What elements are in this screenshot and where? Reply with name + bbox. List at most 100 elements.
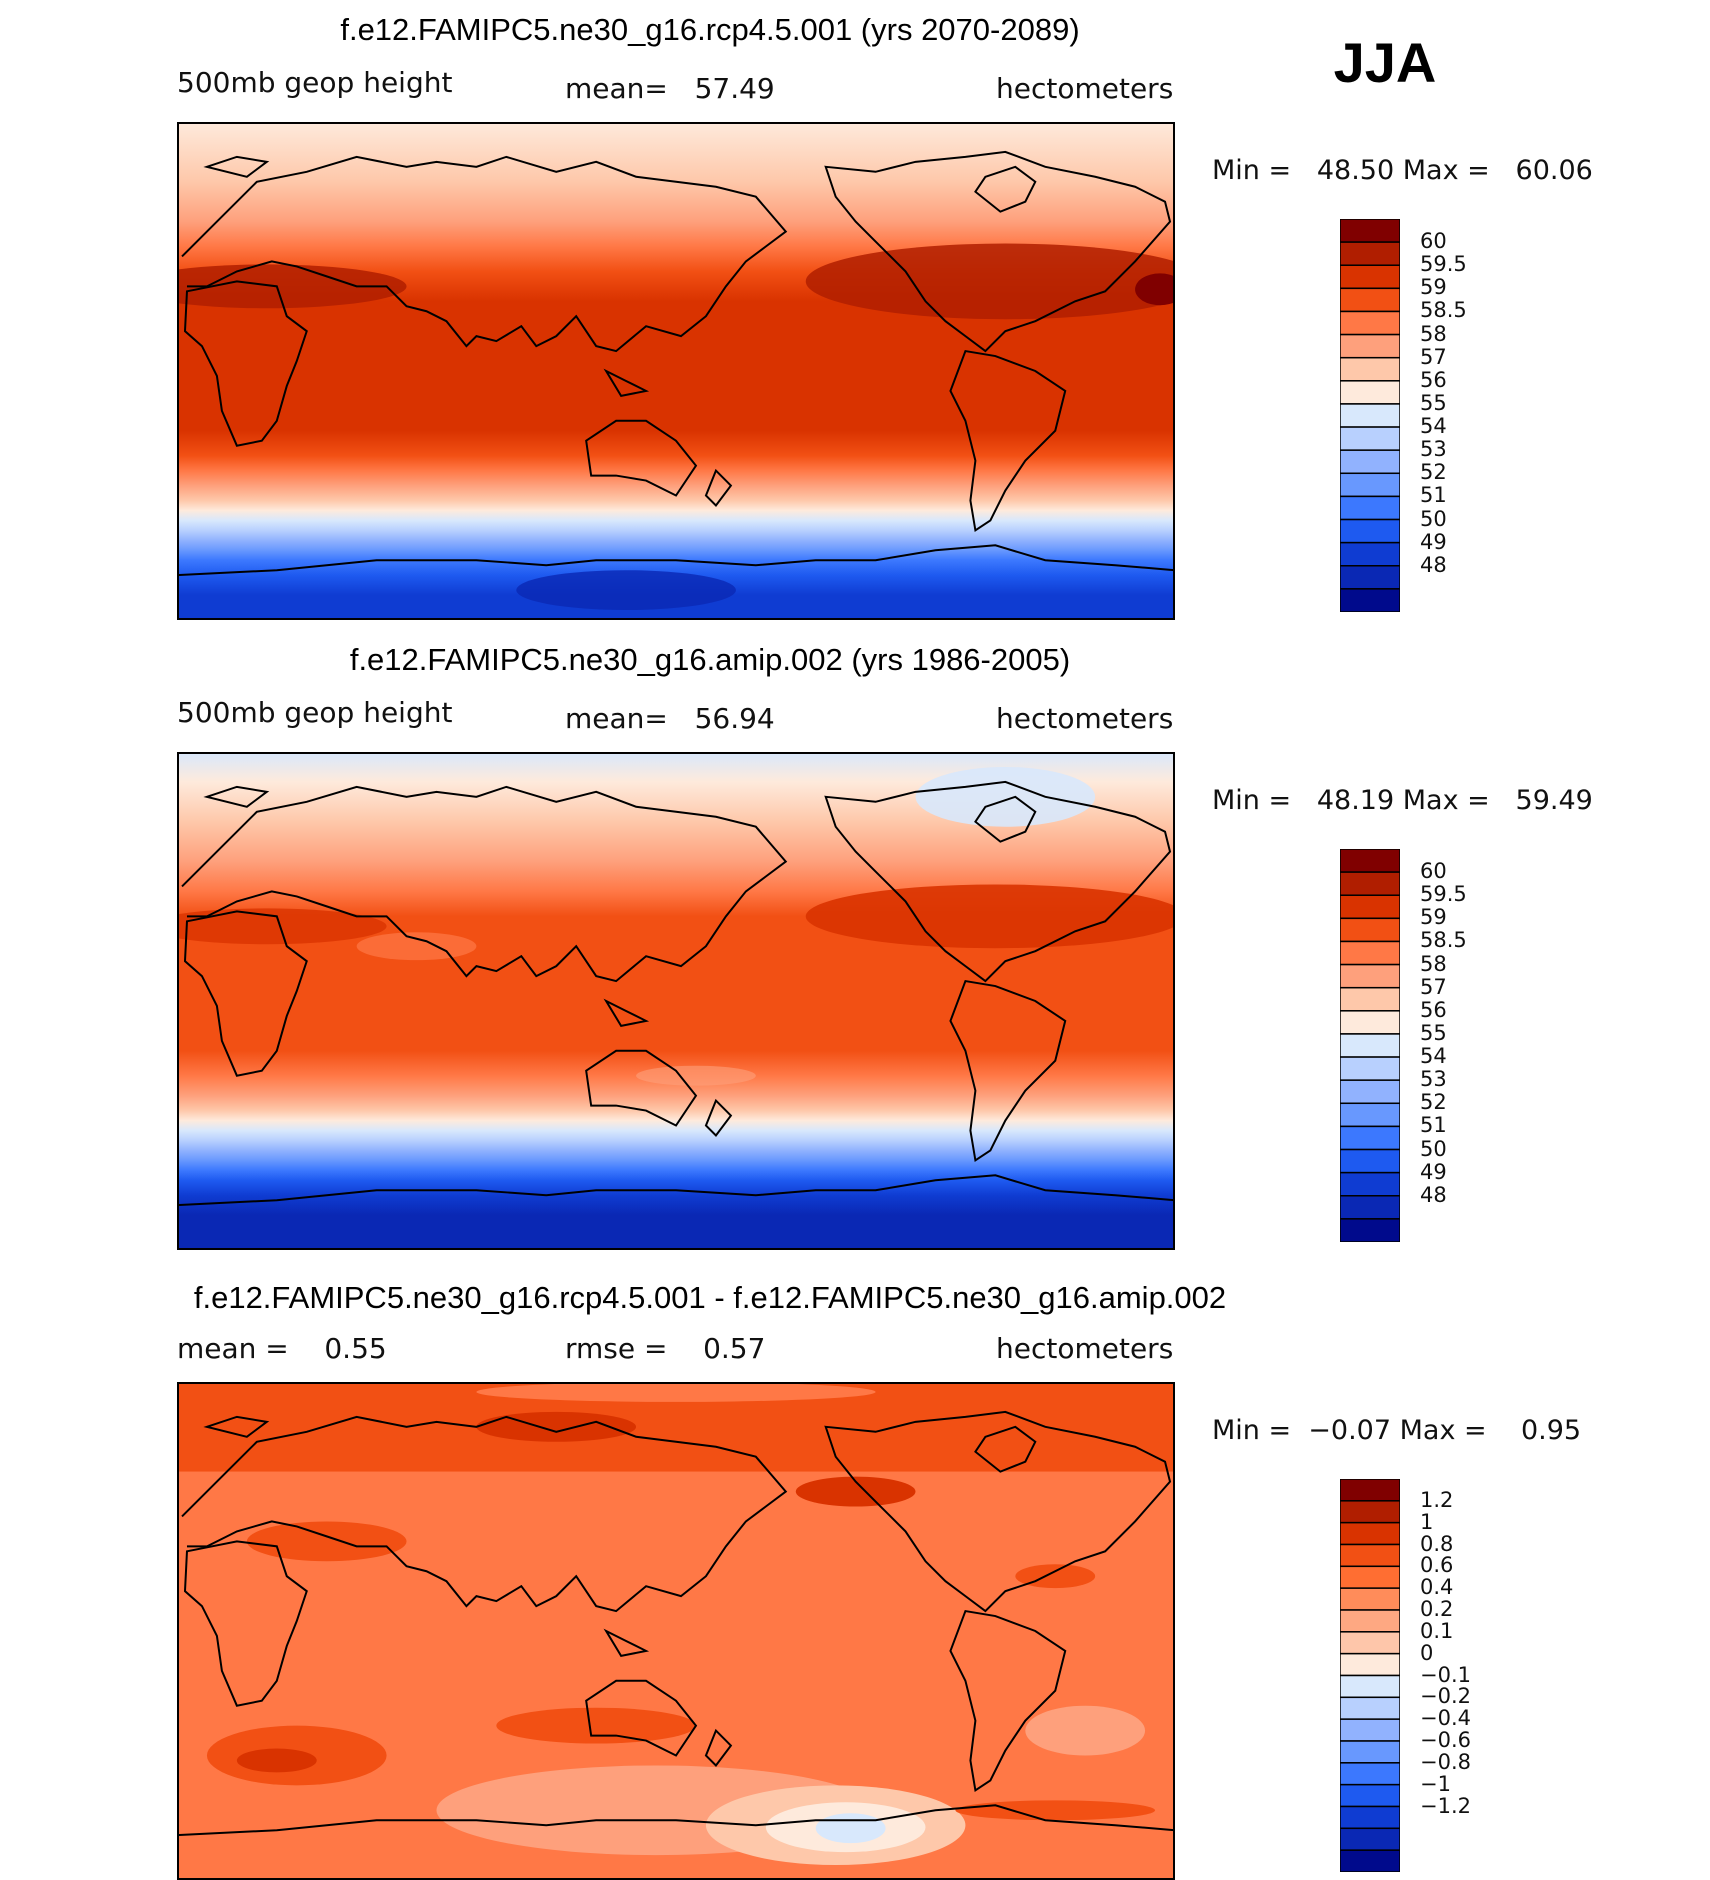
colorbar-tick-label: 59 (1420, 905, 1447, 930)
panel-1-colorbar (1339, 218, 1401, 613)
panel-1-map (177, 122, 1175, 620)
colorbar-box (1339, 310, 1401, 336)
colorbar-box (1339, 871, 1401, 896)
colorbar-box (1339, 1056, 1401, 1081)
colorbar-tick-label: 50 (1420, 1136, 1447, 1161)
colorbar-tick-label: 59 (1420, 275, 1447, 300)
colorbar-box (1339, 1718, 1401, 1742)
panel-3-units-label: hectometers (996, 1332, 1174, 1365)
panel-1-units-label: hectometers (996, 72, 1174, 105)
colorbar-tick-label: 53 (1420, 437, 1447, 462)
colorbar-tick-label: −0.4 (1420, 1706, 1471, 1731)
colorbar-box (1339, 380, 1401, 405)
colorbar-box (1339, 241, 1401, 266)
colorbar-box (1339, 1587, 1401, 1611)
colorbar-tick-label: 51 (1420, 483, 1447, 508)
colorbar-box (1339, 1565, 1401, 1589)
panel-3-colorbar-boxes (1339, 1478, 1401, 1873)
panel-2-title: f.e12.FAMIPC5.ne30_g16.amip.002 (yrs 198… (349, 642, 1071, 677)
colorbar-box (1339, 1849, 1401, 1873)
panel-2-colorbar-boxes (1339, 848, 1401, 1243)
panel-1-minmax: Min = 48.50 Max = 60.06 (1212, 155, 1593, 186)
colorbar-box (1339, 565, 1401, 590)
colorbar-tick-label: 52 (1420, 1090, 1447, 1115)
colorbar-tick-label: −0.8 (1420, 1749, 1471, 1774)
colorbar-box (1339, 287, 1401, 313)
colorbar-tick-label: 54 (1420, 1044, 1447, 1069)
panel-2-minmax: Min = 48.19 Max = 59.49 (1212, 785, 1593, 816)
colorbar-tick-label: 56 (1420, 997, 1447, 1022)
colorbar-box (1339, 1478, 1401, 1502)
colorbar-box (1339, 472, 1401, 498)
colorbar-tick-label: 0.1 (1420, 1618, 1454, 1643)
panel-2-colorbar-ticks: 60 59.5 59 58.5 58 57 56 55 54 53 52 51 50 49 48 (1420, 849, 1510, 1242)
colorbar-box (1339, 495, 1401, 521)
colorbar-tick-label: 56 (1420, 367, 1447, 392)
colorbar-tick-label: 1 (1420, 1509, 1434, 1534)
colorbar-tick-label: −1.2 (1420, 1793, 1471, 1818)
panel-1-variable-label: 500mb geop height (177, 66, 453, 99)
colorbar-tick-label: 57 (1420, 974, 1447, 999)
colorbar-tick-label: 49 (1420, 1159, 1447, 1184)
colorbar-box (1339, 333, 1401, 359)
colorbar-box (1339, 1500, 1401, 1524)
colorbar-tick-label: −1 (1420, 1771, 1451, 1796)
colorbar-tick-label: 48 (1420, 1182, 1447, 1207)
panel-2-mean-label: mean= 56.94 (565, 702, 775, 735)
colorbar-box (1339, 1010, 1401, 1035)
colorbar-box (1339, 1079, 1401, 1105)
panel-1-colorbar-ticks: 60 59.5 59 58.5 58 57 56 55 54 53 52 51 50 49 48 (1420, 219, 1510, 612)
colorbar-box (1339, 963, 1401, 989)
colorbar-tick-label: 52 (1420, 460, 1447, 485)
colorbar-tick-label: 59.5 (1420, 882, 1467, 907)
colorbar-box (1339, 1762, 1401, 1786)
colorbar-box (1339, 1521, 1401, 1546)
panel-3-map (177, 1382, 1175, 1880)
colorbar-tick-label: 49 (1420, 529, 1447, 554)
panel-2-units-label: hectometers (996, 702, 1174, 735)
panel-2-map (177, 752, 1175, 1250)
colorbar-box (1339, 449, 1401, 475)
colorbar-tick-label: 0.8 (1420, 1531, 1454, 1556)
colorbar-tick-label: 55 (1420, 390, 1447, 415)
colorbar-tick-label: 53 (1420, 1067, 1447, 1092)
colorbar-box (1339, 1805, 1401, 1830)
colorbar-box (1339, 1543, 1401, 1568)
colorbar-box (1339, 403, 1401, 428)
colorbar-box (1339, 1148, 1401, 1174)
colorbar-tick-label: 58.5 (1420, 928, 1467, 953)
colorbar-box (1339, 518, 1401, 544)
colorbar-box (1339, 917, 1401, 943)
colorbar-tick-label: 51 (1420, 1113, 1447, 1138)
colorbar-tick-label: 0.6 (1420, 1553, 1454, 1578)
colorbar-box (1339, 426, 1401, 451)
panel-2-colorbar (1339, 848, 1401, 1243)
colorbar-box (1339, 264, 1401, 290)
colorbar-box (1339, 1696, 1401, 1720)
colorbar-box (1339, 356, 1401, 382)
colorbar-tick-label: 58 (1420, 951, 1447, 976)
colorbar-box (1339, 1171, 1401, 1197)
colorbar-tick-label: −0.6 (1420, 1728, 1471, 1752)
colorbar-box (1339, 1740, 1401, 1764)
colorbar-tick-label: −0.1 (1420, 1662, 1471, 1687)
panel-3-minmax: Min = −0.07 Max = 0.95 (1212, 1415, 1582, 1446)
panel-3-colorbar (1339, 1478, 1401, 1873)
panel-2-variable-label: 500mb geop height (177, 696, 453, 729)
colorbar-box (1339, 1609, 1401, 1633)
colorbar-box (1339, 541, 1401, 567)
colorbar-tick-label: 54 (1420, 414, 1447, 439)
colorbar-box (1339, 1033, 1401, 1058)
colorbar-tick-label: 59.5 (1420, 252, 1467, 277)
colorbar-tick-label: −0.2 (1420, 1684, 1471, 1709)
colorbar-box (1339, 894, 1401, 920)
colorbar-box (1339, 1195, 1401, 1220)
colorbar-tick-label: 1.2 (1420, 1487, 1454, 1512)
colorbar-box (1339, 1652, 1401, 1677)
colorbar-box (1339, 1102, 1401, 1128)
colorbar-box (1339, 218, 1401, 243)
colorbar-tick-label: 58.5 (1420, 298, 1467, 323)
colorbar-tick-label: 50 (1420, 506, 1447, 531)
panel-3-title: f.e12.FAMIPC5.ne30_g16.rcp4.5.001 - f.e1… (193, 1280, 1227, 1315)
colorbar-box (1339, 1827, 1401, 1851)
